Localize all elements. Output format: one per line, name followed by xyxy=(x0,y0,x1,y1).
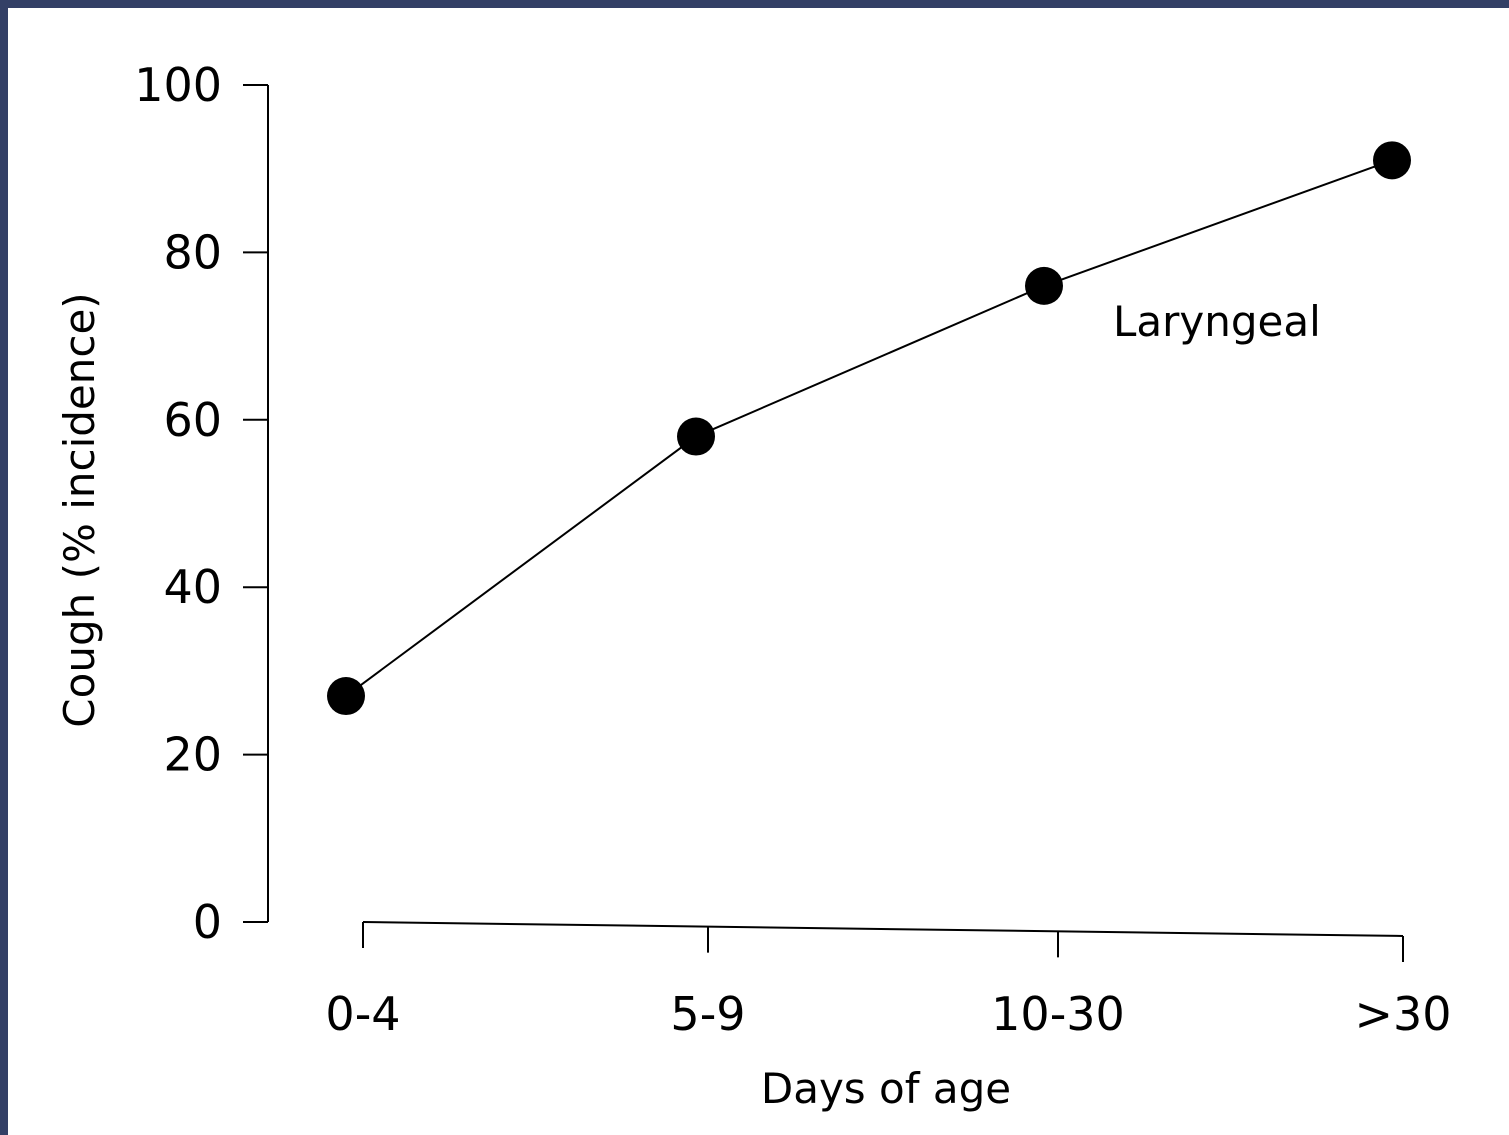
y-tick-label: 80 xyxy=(163,225,222,279)
y-tick-label: 0 xyxy=(193,895,222,949)
x-axis-ticks: 0-4 5-9 10-30 >30 xyxy=(325,922,1452,1041)
y-tick-label: 40 xyxy=(163,560,222,614)
data-point xyxy=(1025,266,1063,305)
y-tick-label: 20 xyxy=(163,728,222,782)
x-tick-label: 10-30 xyxy=(991,987,1125,1041)
x-axis-title: Days of age xyxy=(761,1064,1011,1113)
y-axis-ticks: 0 20 40 60 80 100 xyxy=(134,58,268,949)
x-tick-label: >30 xyxy=(1354,987,1451,1041)
y-tick-label: 100 xyxy=(134,58,222,112)
series-annotation-laryngeal: Laryngeal xyxy=(1113,297,1321,346)
data-points xyxy=(327,141,1411,716)
x-tick-label: 5-9 xyxy=(670,987,745,1041)
y-tick-label: 60 xyxy=(163,393,222,447)
data-point xyxy=(677,417,715,456)
data-point xyxy=(1373,141,1411,180)
x-axis-line xyxy=(362,921,1404,937)
x-tick-label: 0-4 xyxy=(325,987,400,1041)
series-line-laryngeal xyxy=(345,159,1393,697)
data-point xyxy=(327,677,365,716)
figure-frame: 0 20 40 60 80 100 0-4 5-9 10-30 >30 Laryngeal Da… xyxy=(8,8,1509,1135)
y-axis-title: Cough (% incidence) xyxy=(55,292,104,727)
line-chart: 0 20 40 60 80 100 0-4 5-9 10-30 >30 Laryngeal Da… xyxy=(55,58,1452,1113)
